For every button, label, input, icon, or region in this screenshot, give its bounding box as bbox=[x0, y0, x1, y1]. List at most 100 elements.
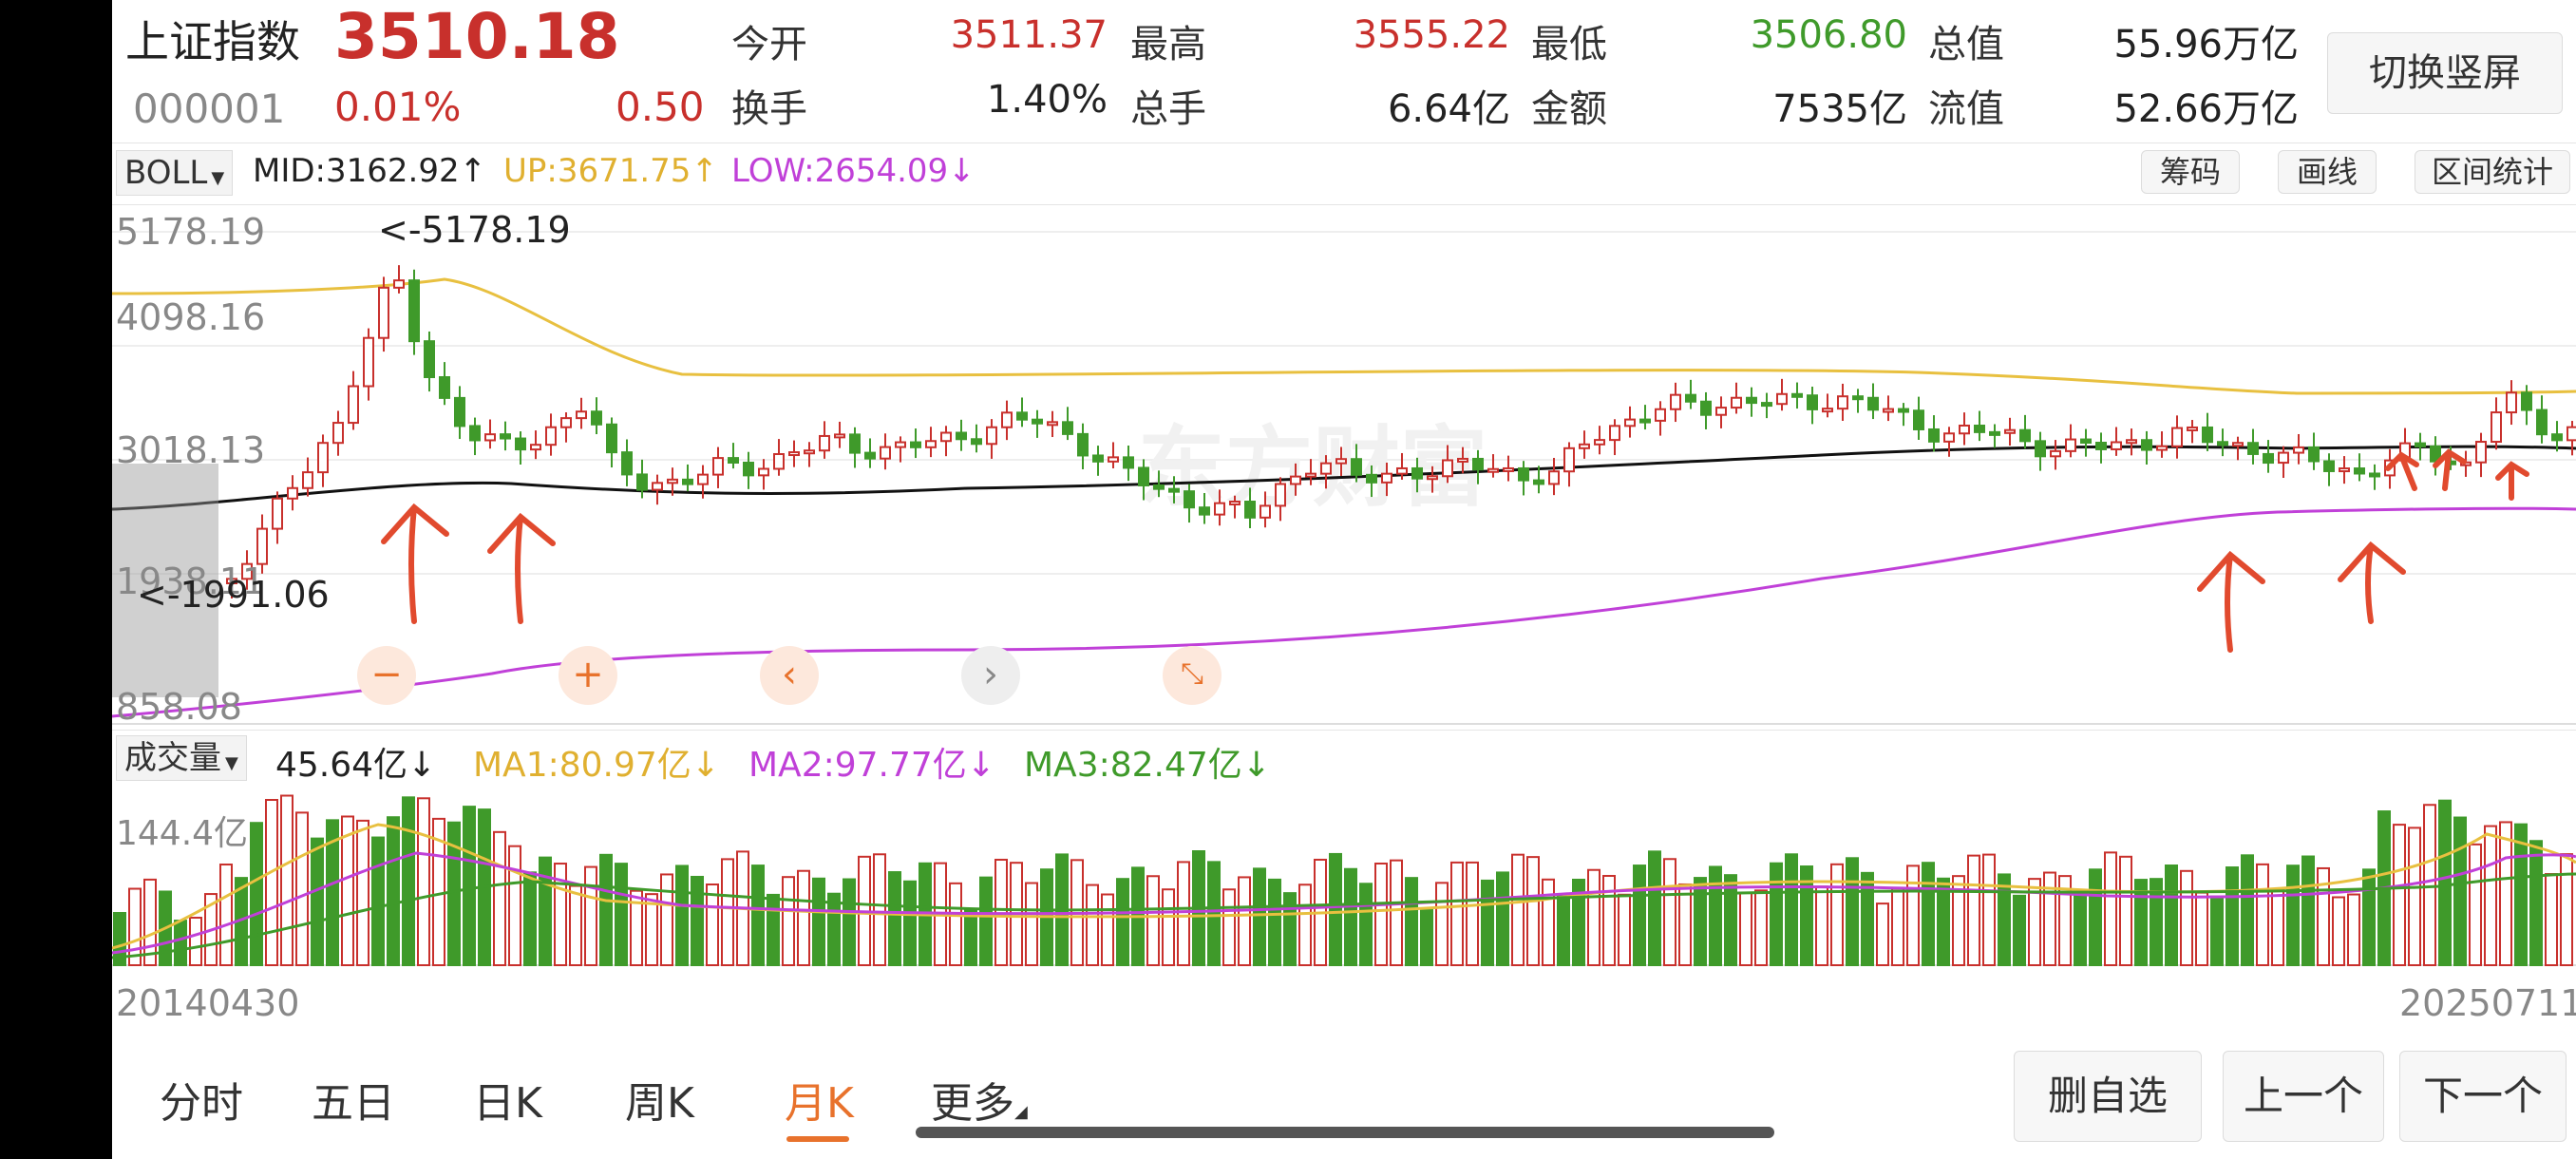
tab-monthly-k[interactable]: 月K bbox=[785, 1079, 854, 1128]
candle-body bbox=[2141, 439, 2152, 451]
hand-arrow bbox=[381, 503, 449, 624]
volume-bar bbox=[2256, 863, 2269, 966]
tab-weekly-k[interactable]: 周K bbox=[625, 1079, 694, 1128]
candle-body bbox=[1761, 402, 1772, 408]
volume-bar bbox=[2362, 868, 2376, 966]
candle-body bbox=[667, 478, 678, 484]
boll-selector[interactable]: BOLL ▼ bbox=[116, 150, 234, 196]
volume-bar bbox=[751, 864, 765, 966]
volume-bar bbox=[2119, 855, 2132, 966]
candle-body bbox=[2430, 445, 2441, 463]
volume-bar bbox=[1906, 864, 1920, 966]
zoom-in-button[interactable]: + bbox=[559, 646, 617, 705]
previous-button[interactable]: 上一个 bbox=[2223, 1051, 2384, 1142]
candle-body bbox=[1214, 502, 1225, 516]
candle-body bbox=[1624, 418, 1636, 428]
volume-bar bbox=[1435, 882, 1449, 966]
candle-body bbox=[1229, 500, 1241, 505]
volume-chart[interactable] bbox=[112, 787, 2576, 967]
candle-body bbox=[1563, 446, 1575, 473]
volume-ma-lines bbox=[112, 823, 2576, 960]
tab-daily-k[interactable]: 日K bbox=[473, 1079, 542, 1128]
volume-tick: 144.4亿 bbox=[116, 814, 249, 853]
zoom-out-button[interactable]: − bbox=[357, 646, 416, 705]
candle-body bbox=[1305, 472, 1316, 478]
volume-bar bbox=[371, 836, 385, 966]
volume-bar bbox=[2438, 799, 2452, 967]
candle-body bbox=[408, 279, 420, 343]
volume-bar bbox=[1602, 874, 1616, 966]
scroll-right-button[interactable]: › bbox=[961, 646, 1020, 705]
minus-icon: − bbox=[370, 653, 403, 696]
candle-body bbox=[1199, 506, 1210, 516]
side-drag-handle[interactable] bbox=[112, 464, 218, 697]
volume-bar bbox=[1101, 893, 1114, 966]
candle-body bbox=[1959, 424, 1970, 435]
candle-body bbox=[1700, 400, 1712, 416]
range-stats-button[interactable]: 区间统计 bbox=[2415, 150, 2570, 194]
candle-body bbox=[849, 433, 861, 454]
volume-bar bbox=[1724, 874, 1737, 966]
candle-body bbox=[712, 457, 724, 476]
price-chart[interactable]: 东方财富 bbox=[112, 203, 2576, 726]
candle-body bbox=[2126, 439, 2137, 445]
volume-bar bbox=[599, 853, 613, 966]
tab-more[interactable]: 更多◢ bbox=[931, 1069, 1028, 1130]
volume-bar bbox=[2529, 840, 2543, 966]
remove-watchlist-button[interactable]: 删自选 bbox=[2014, 1051, 2202, 1142]
candle-body bbox=[2551, 433, 2563, 442]
candle-body bbox=[2156, 445, 2168, 451]
volume-bar bbox=[1922, 862, 1935, 966]
volume-bar bbox=[1222, 888, 1236, 966]
candle-body bbox=[2019, 428, 2031, 443]
high-marker: <-5178.19 bbox=[378, 209, 571, 251]
candle-body bbox=[636, 473, 648, 491]
draw-line-button[interactable]: 画线 bbox=[2278, 150, 2377, 194]
volume-bar bbox=[1876, 902, 1889, 966]
candle-body bbox=[2339, 467, 2350, 473]
collapse-button[interactable]: ⤡ bbox=[1163, 646, 1222, 705]
candle-body bbox=[272, 497, 283, 530]
stat-value-open: 3511.37 bbox=[950, 13, 1108, 57]
index-name: 上证指数 bbox=[125, 16, 300, 67]
volume-bar bbox=[1846, 857, 1859, 966]
watermark-text: 东方财富 bbox=[1138, 417, 1487, 519]
candle-body bbox=[971, 438, 982, 446]
scroll-left-button[interactable]: ‹ bbox=[760, 646, 819, 705]
volume-bar bbox=[2301, 855, 2315, 966]
dropdown-triangle-icon: ▼ bbox=[211, 168, 225, 188]
candle-body bbox=[1244, 500, 1256, 519]
candle-body bbox=[1062, 421, 1073, 435]
candle-body bbox=[2035, 440, 2046, 458]
chevron-right-icon: › bbox=[983, 653, 998, 696]
candle-body bbox=[728, 457, 739, 464]
switch-portrait-button[interactable]: 切换竖屏 bbox=[2327, 32, 2563, 114]
volume-ma1: MA1:80.97亿↓ bbox=[473, 746, 720, 785]
volume-bar bbox=[2180, 869, 2193, 966]
next-button[interactable]: 下一个 bbox=[2399, 1051, 2567, 1142]
volume-selector[interactable]: 成交量 ▼ bbox=[116, 735, 247, 781]
volume-bar bbox=[1709, 865, 1722, 966]
hand-drawn-arrows bbox=[381, 448, 2529, 653]
candle-body bbox=[1411, 466, 1423, 480]
volume-bar bbox=[1329, 852, 1342, 966]
boll-lower-line bbox=[112, 506, 2576, 718]
volume-bar bbox=[1420, 908, 1433, 967]
volume-bar bbox=[1481, 879, 1494, 966]
candle-body bbox=[1503, 466, 1514, 472]
tab-five-day[interactable]: 五日 bbox=[312, 1079, 395, 1128]
candle-body bbox=[1548, 470, 1560, 485]
candle-body bbox=[348, 385, 359, 425]
volume-bar bbox=[143, 878, 157, 966]
tab-intraday[interactable]: 分时 bbox=[160, 1079, 243, 1128]
candle-body bbox=[2232, 442, 2244, 447]
candle-body bbox=[332, 422, 344, 445]
candle-body bbox=[1791, 392, 1803, 398]
candle-body bbox=[545, 426, 557, 446]
boll-selector-label: BOLL bbox=[124, 154, 208, 192]
volume-bar bbox=[2286, 864, 2300, 966]
chips-button[interactable]: 筹码 bbox=[2141, 150, 2240, 194]
candle-body bbox=[2171, 427, 2183, 447]
candle-body bbox=[895, 441, 906, 448]
volume-bar bbox=[843, 878, 856, 966]
